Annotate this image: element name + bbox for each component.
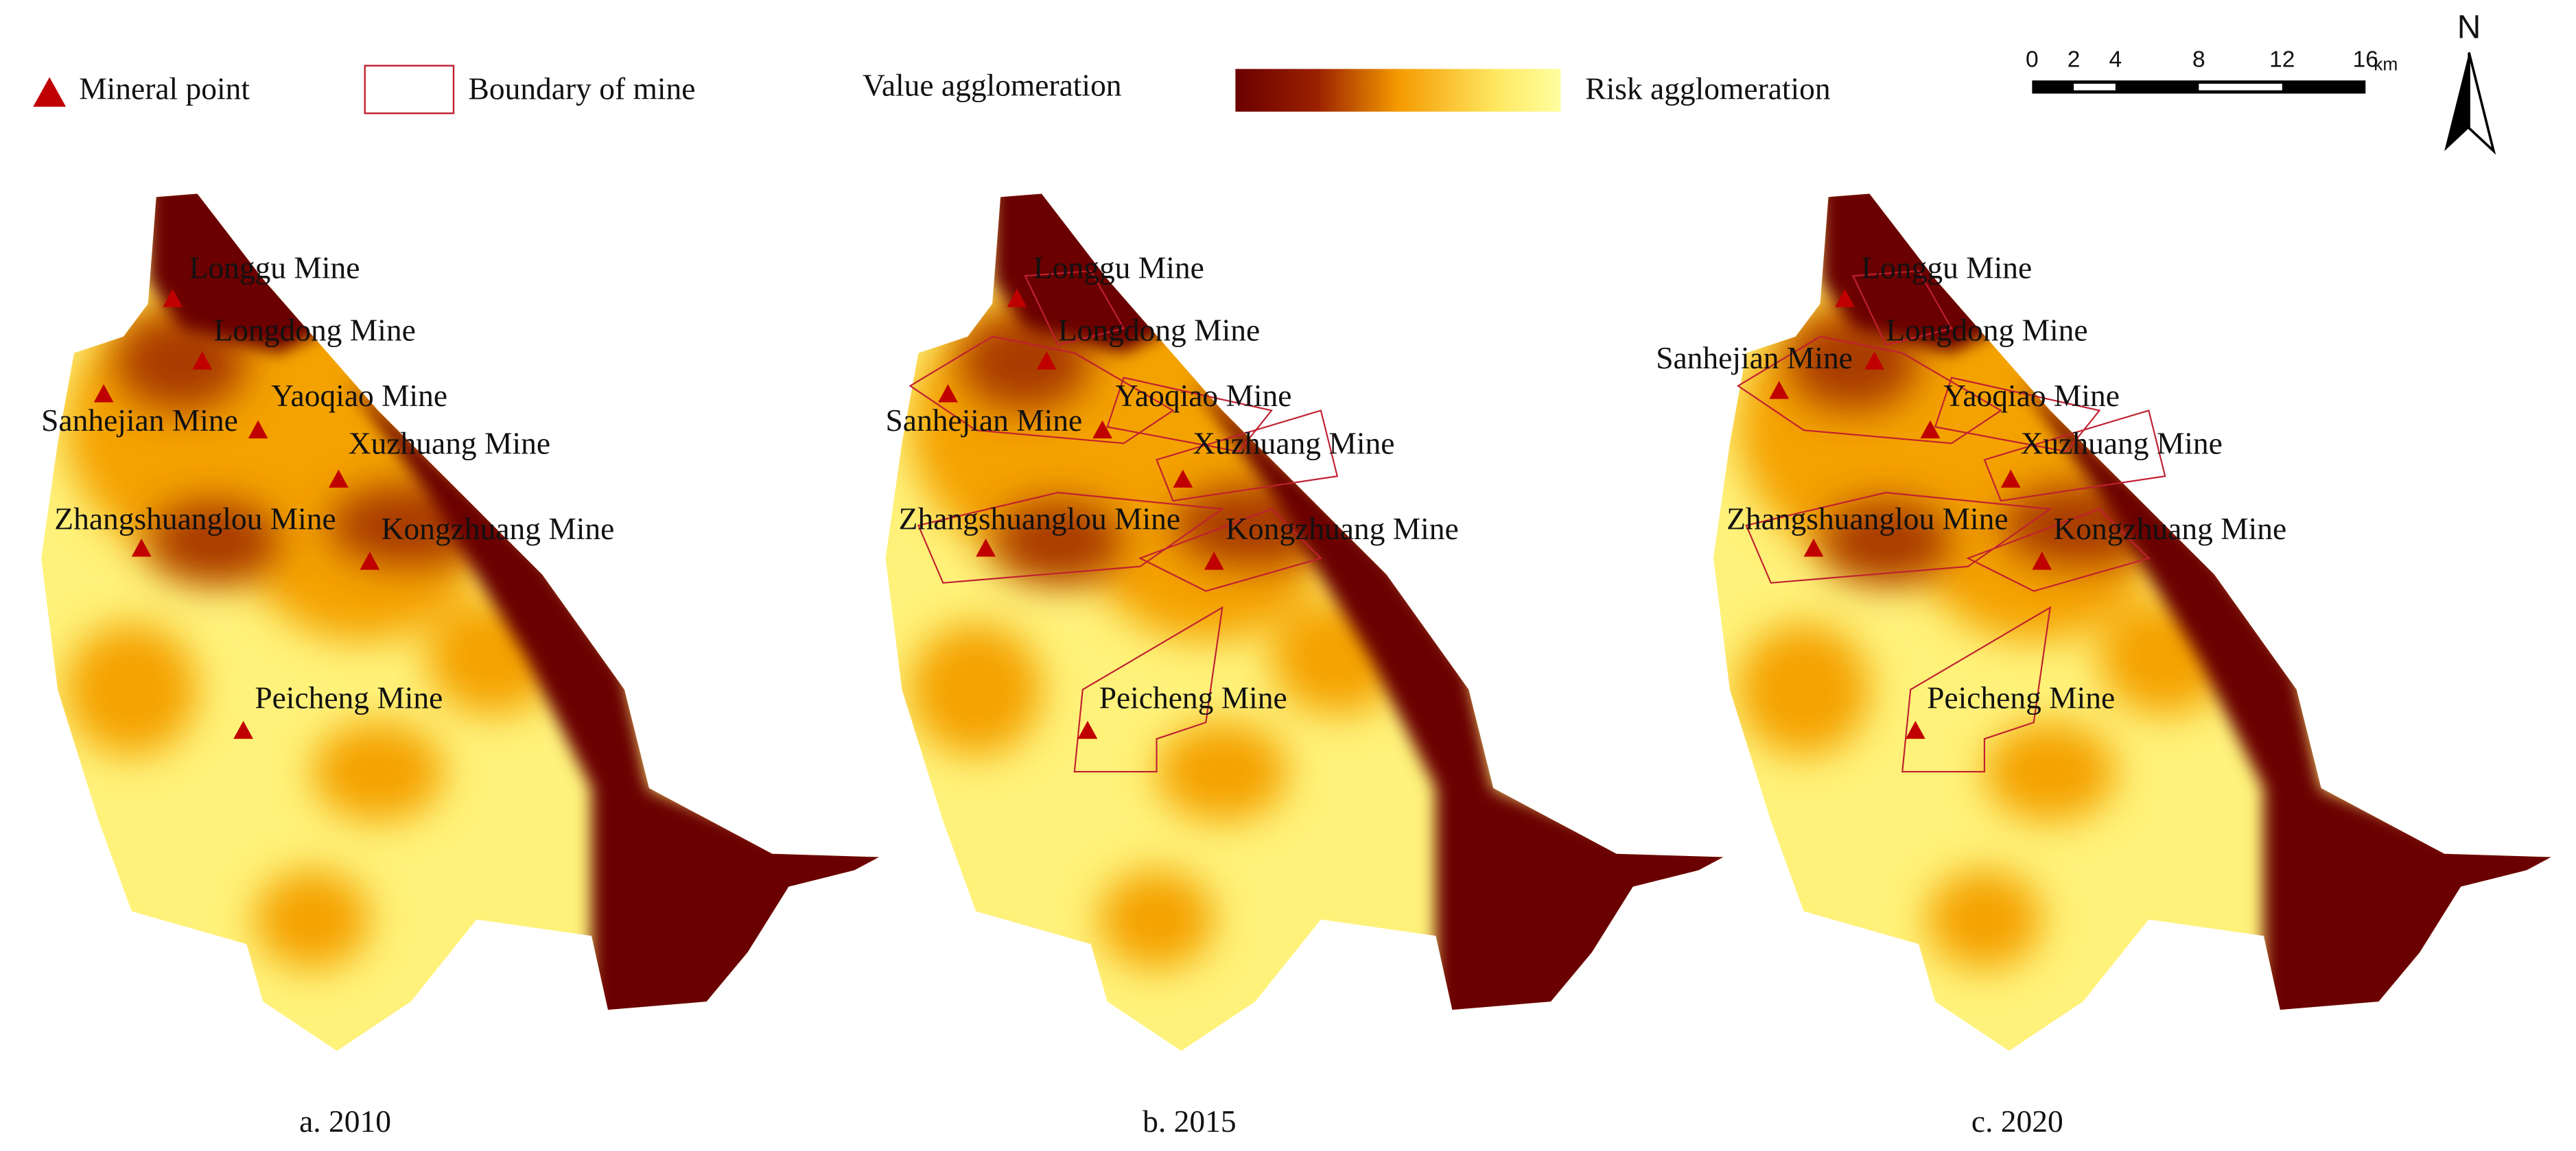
mine-label: Yaoqiao Mine [1943, 378, 2120, 413]
panel-caption: c. 2020 [1971, 1104, 2063, 1139]
mineral-point [93, 384, 114, 403]
mine-label: Longgu Mine [1861, 250, 2032, 285]
mine-label: Peicheng Mine [1099, 680, 1287, 715]
mine-label: Kongzhuang Mine [382, 511, 615, 546]
map-panel: Longgu Mine Longdong Mine Yaoqiao Mine Sanh… [0, 164, 920, 1139]
map-panel: Longgu Mine Longdong Mine Yaoqiao Mine Sanh… [1656, 164, 2576, 1139]
mineral-point [192, 351, 213, 370]
mine-label: Kongzhuang Mine [1226, 511, 1459, 546]
mine-label: Sanhejian Mine [41, 403, 238, 438]
scale-tick-label: 12 [2269, 47, 2295, 72]
mineral-point [1920, 420, 1941, 439]
mine-label: Longdong Mine [214, 312, 416, 347]
mineral-point [1204, 551, 1224, 570]
risk-surface [1672, 164, 2576, 1083]
scale-segment [2074, 84, 2116, 91]
panel-caption: a. 2010 [299, 1104, 391, 1139]
mine-label: Zhangshuanglou Mine [1726, 501, 2008, 536]
mineral-point [329, 469, 349, 488]
mineral-point [1835, 289, 1855, 307]
scale-tick-label: 2 [2068, 47, 2081, 72]
mine-label: Longgu Mine [1033, 250, 1204, 285]
mineral-point [360, 551, 380, 570]
mine-label: Xuzhuang Mine [2021, 426, 2223, 461]
mineral-point [233, 720, 253, 739]
mineral-point [1803, 538, 1824, 557]
north-arrow: N [2444, 10, 2496, 155]
mine-boundary [1736, 270, 2166, 773]
mine-label: Longdong Mine [1886, 312, 2087, 347]
color-ramp [1235, 69, 1561, 112]
mineral-point [976, 538, 996, 557]
map-panel: Longgu Mine Longdong Mine Yaoqiao Mine Sanh… [845, 164, 1764, 1139]
mineral-point [1092, 420, 1112, 439]
mine-label: Xuzhuang Mine [349, 426, 550, 461]
legend-box [364, 64, 455, 115]
mine-label: Yaoqiao Mine [271, 378, 447, 413]
legend-text: Value agglomeration [863, 68, 1122, 103]
mineral-point [1173, 469, 1193, 488]
mine-label: Sanhejian Mine [1656, 340, 1853, 375]
mine-label: Zhangshuanglou Mine [899, 501, 1180, 536]
mine-label: Yaoqiao Mine [1116, 378, 1292, 413]
scale-tick-label: 16 [2353, 47, 2378, 72]
scale-tick-label: 8 [2192, 47, 2205, 72]
mine-label: Peicheng Mine [255, 680, 443, 715]
legend-text: Mineral point [79, 71, 250, 106]
legend: Mineral point Boundary of mine Value agg… [33, 64, 1831, 115]
mineral-point [1864, 351, 1884, 370]
mineral-point [1036, 351, 1057, 370]
mineral-point [1077, 720, 1098, 739]
scale-unit: km [2374, 54, 2398, 75]
mineral-point [163, 289, 183, 307]
mine-label: Zhangshuanglou Mine [54, 501, 336, 536]
mineral-point [1007, 289, 1027, 307]
mineral-point [131, 538, 152, 557]
mine-label: Xuzhuang Mine [1193, 426, 1394, 461]
mine-label: Longdong Mine [1058, 312, 1260, 347]
north-label: N [2457, 10, 2481, 46]
scale-tick-label: 4 [2109, 47, 2122, 72]
mine-boundary [909, 270, 1339, 773]
mineral-point [2032, 551, 2052, 570]
scale-segment [2199, 84, 2282, 91]
mineral-point [938, 384, 958, 403]
mineral-point [1906, 720, 1925, 739]
mine-label: Peicheng Mine [1927, 680, 2115, 715]
scale-tick-label: 0 [2026, 47, 2039, 72]
mine-label: Sanhejian Mine [886, 403, 1083, 438]
legend-text: Risk agglomeration [1585, 71, 1831, 106]
mineral-point [1769, 381, 1790, 399]
legend-triangle [33, 77, 67, 107]
legend-text: Boundary of mine [469, 71, 696, 106]
mineral-point [2000, 469, 2021, 488]
panel-caption: b. 2015 [1143, 1104, 1236, 1139]
mine-label: Kongzhuang Mine [2053, 511, 2286, 546]
risk-surface [845, 164, 1764, 1083]
mine-label: Longgu Mine [189, 250, 360, 285]
mineral-point [248, 420, 268, 439]
risk-surface [0, 164, 920, 1083]
